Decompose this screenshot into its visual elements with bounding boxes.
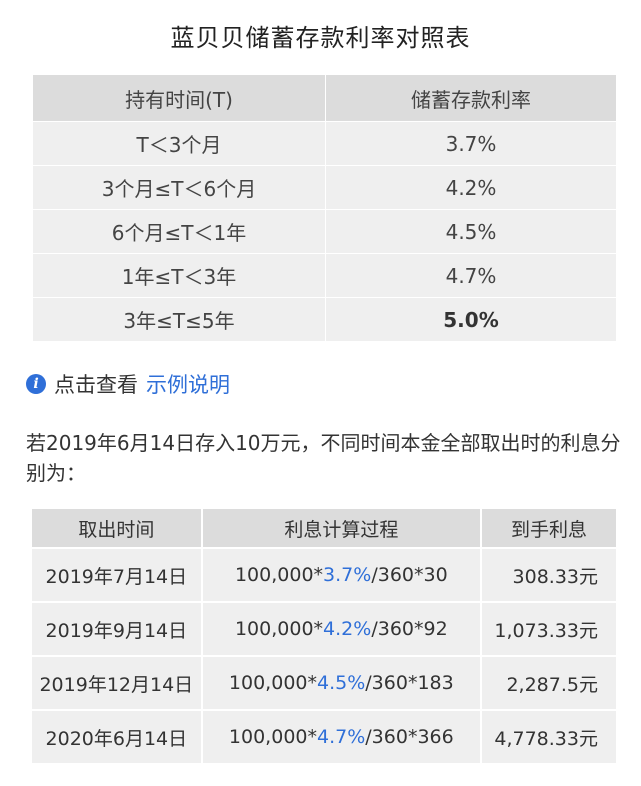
rate-cell: 4.5% — [325, 209, 617, 254]
calc-suffix: /360*183 — [365, 672, 454, 694]
calc-rate: 3.7% — [323, 564, 372, 586]
calc-rate: 4.7% — [317, 726, 366, 748]
header-holding-period: 持有时间(T) — [32, 74, 326, 122]
example-paragraph: 若2019年6月14日存入10万元，不同时间本金全部取出时的利息分别为： — [26, 431, 621, 485]
table-row: 3年≤T≤5年 5.0% — [32, 297, 617, 342]
table-row: 3个月≤T＜6个月 4.2% — [32, 165, 617, 210]
period-cell: 3个月≤T＜6个月 — [32, 165, 326, 210]
header-interest: 到手利息 — [479, 507, 619, 549]
info-icon: i — [26, 374, 46, 394]
period-cell: 6个月≤T＜1年 — [32, 209, 326, 254]
table-row: 1年≤T＜3年 4.7% — [32, 253, 617, 298]
interest-cell: 308.33元 — [479, 547, 619, 603]
table-row: 2019年7月14日 100,000*3.7%/360*30 308.33元 — [30, 547, 619, 603]
info-row: i 点击查看 示例说明 — [26, 370, 230, 398]
calc-suffix: /360*366 — [365, 726, 454, 748]
calc-suffix: /360*30 — [371, 564, 448, 586]
interest-cell: 1,073.33元 — [479, 601, 619, 657]
date-cell: 2020年6月14日 — [30, 709, 203, 765]
header-savings-rate: 储蓄存款利率 — [325, 74, 617, 122]
calc-rate: 4.5% — [317, 672, 366, 694]
rate-cell: 4.7% — [325, 253, 617, 298]
rate-cell: 5.0% — [325, 297, 617, 342]
table-row: 2019年9月14日 100,000*4.2%/360*92 1,073.33元 — [30, 601, 619, 657]
interest-table-header: 取出时间 利息计算过程 到手利息 — [30, 507, 619, 549]
date-cell: 2019年12月14日 — [30, 655, 203, 711]
info-text: 点击查看 — [54, 373, 138, 397]
calc-cell: 100,000*4.2%/360*92 — [200, 601, 482, 657]
table-row: 6个月≤T＜1年 4.5% — [32, 209, 617, 254]
interest-table: 取出时间 利息计算过程 到手利息 2019年7月14日 100,000*3.7%… — [30, 507, 619, 765]
example-link[interactable]: 示例说明 — [146, 373, 230, 397]
period-cell: 3年≤T≤5年 — [32, 297, 326, 342]
interest-cell: 4,778.33元 — [479, 709, 619, 765]
table-row: 2019年12月14日 100,000*4.5%/360*183 2,287.5… — [30, 655, 619, 711]
rate-cell: 4.2% — [325, 165, 617, 210]
date-cell: 2019年9月14日 — [30, 601, 203, 657]
calc-prefix: 100,000* — [228, 672, 317, 694]
header-calc-process: 利息计算过程 — [200, 507, 482, 549]
page-title: 蓝贝贝储蓄存款利率对照表 — [170, 24, 471, 52]
table-row: T＜3个月 3.7% — [32, 121, 617, 166]
calc-cell: 100,000*4.5%/360*183 — [200, 655, 482, 711]
calc-rate: 4.2% — [323, 618, 372, 640]
calc-suffix: /360*92 — [371, 618, 448, 640]
rate-table: 持有时间(T) 储蓄存款利率 T＜3个月 3.7% 3个月≤T＜6个月 4.2%… — [32, 74, 617, 342]
interest-cell: 2,287.5元 — [479, 655, 619, 711]
period-cell: 1年≤T＜3年 — [32, 253, 326, 298]
rate-cell: 3.7% — [325, 121, 617, 166]
table-row: 2020年6月14日 100,000*4.7%/360*366 4,778.33… — [30, 709, 619, 765]
calc-prefix: 100,000* — [228, 726, 317, 748]
calc-prefix: 100,000* — [234, 564, 324, 586]
rate-table-header: 持有时间(T) 储蓄存款利率 — [32, 74, 617, 122]
calc-cell: 100,000*3.7%/360*30 — [200, 547, 482, 603]
date-cell: 2019年7月14日 — [30, 547, 203, 603]
calc-prefix: 100,000* — [234, 618, 324, 640]
calc-cell: 100,000*4.7%/360*366 — [200, 709, 482, 765]
header-withdraw-date: 取出时间 — [30, 507, 203, 549]
period-cell: T＜3个月 — [32, 121, 326, 166]
